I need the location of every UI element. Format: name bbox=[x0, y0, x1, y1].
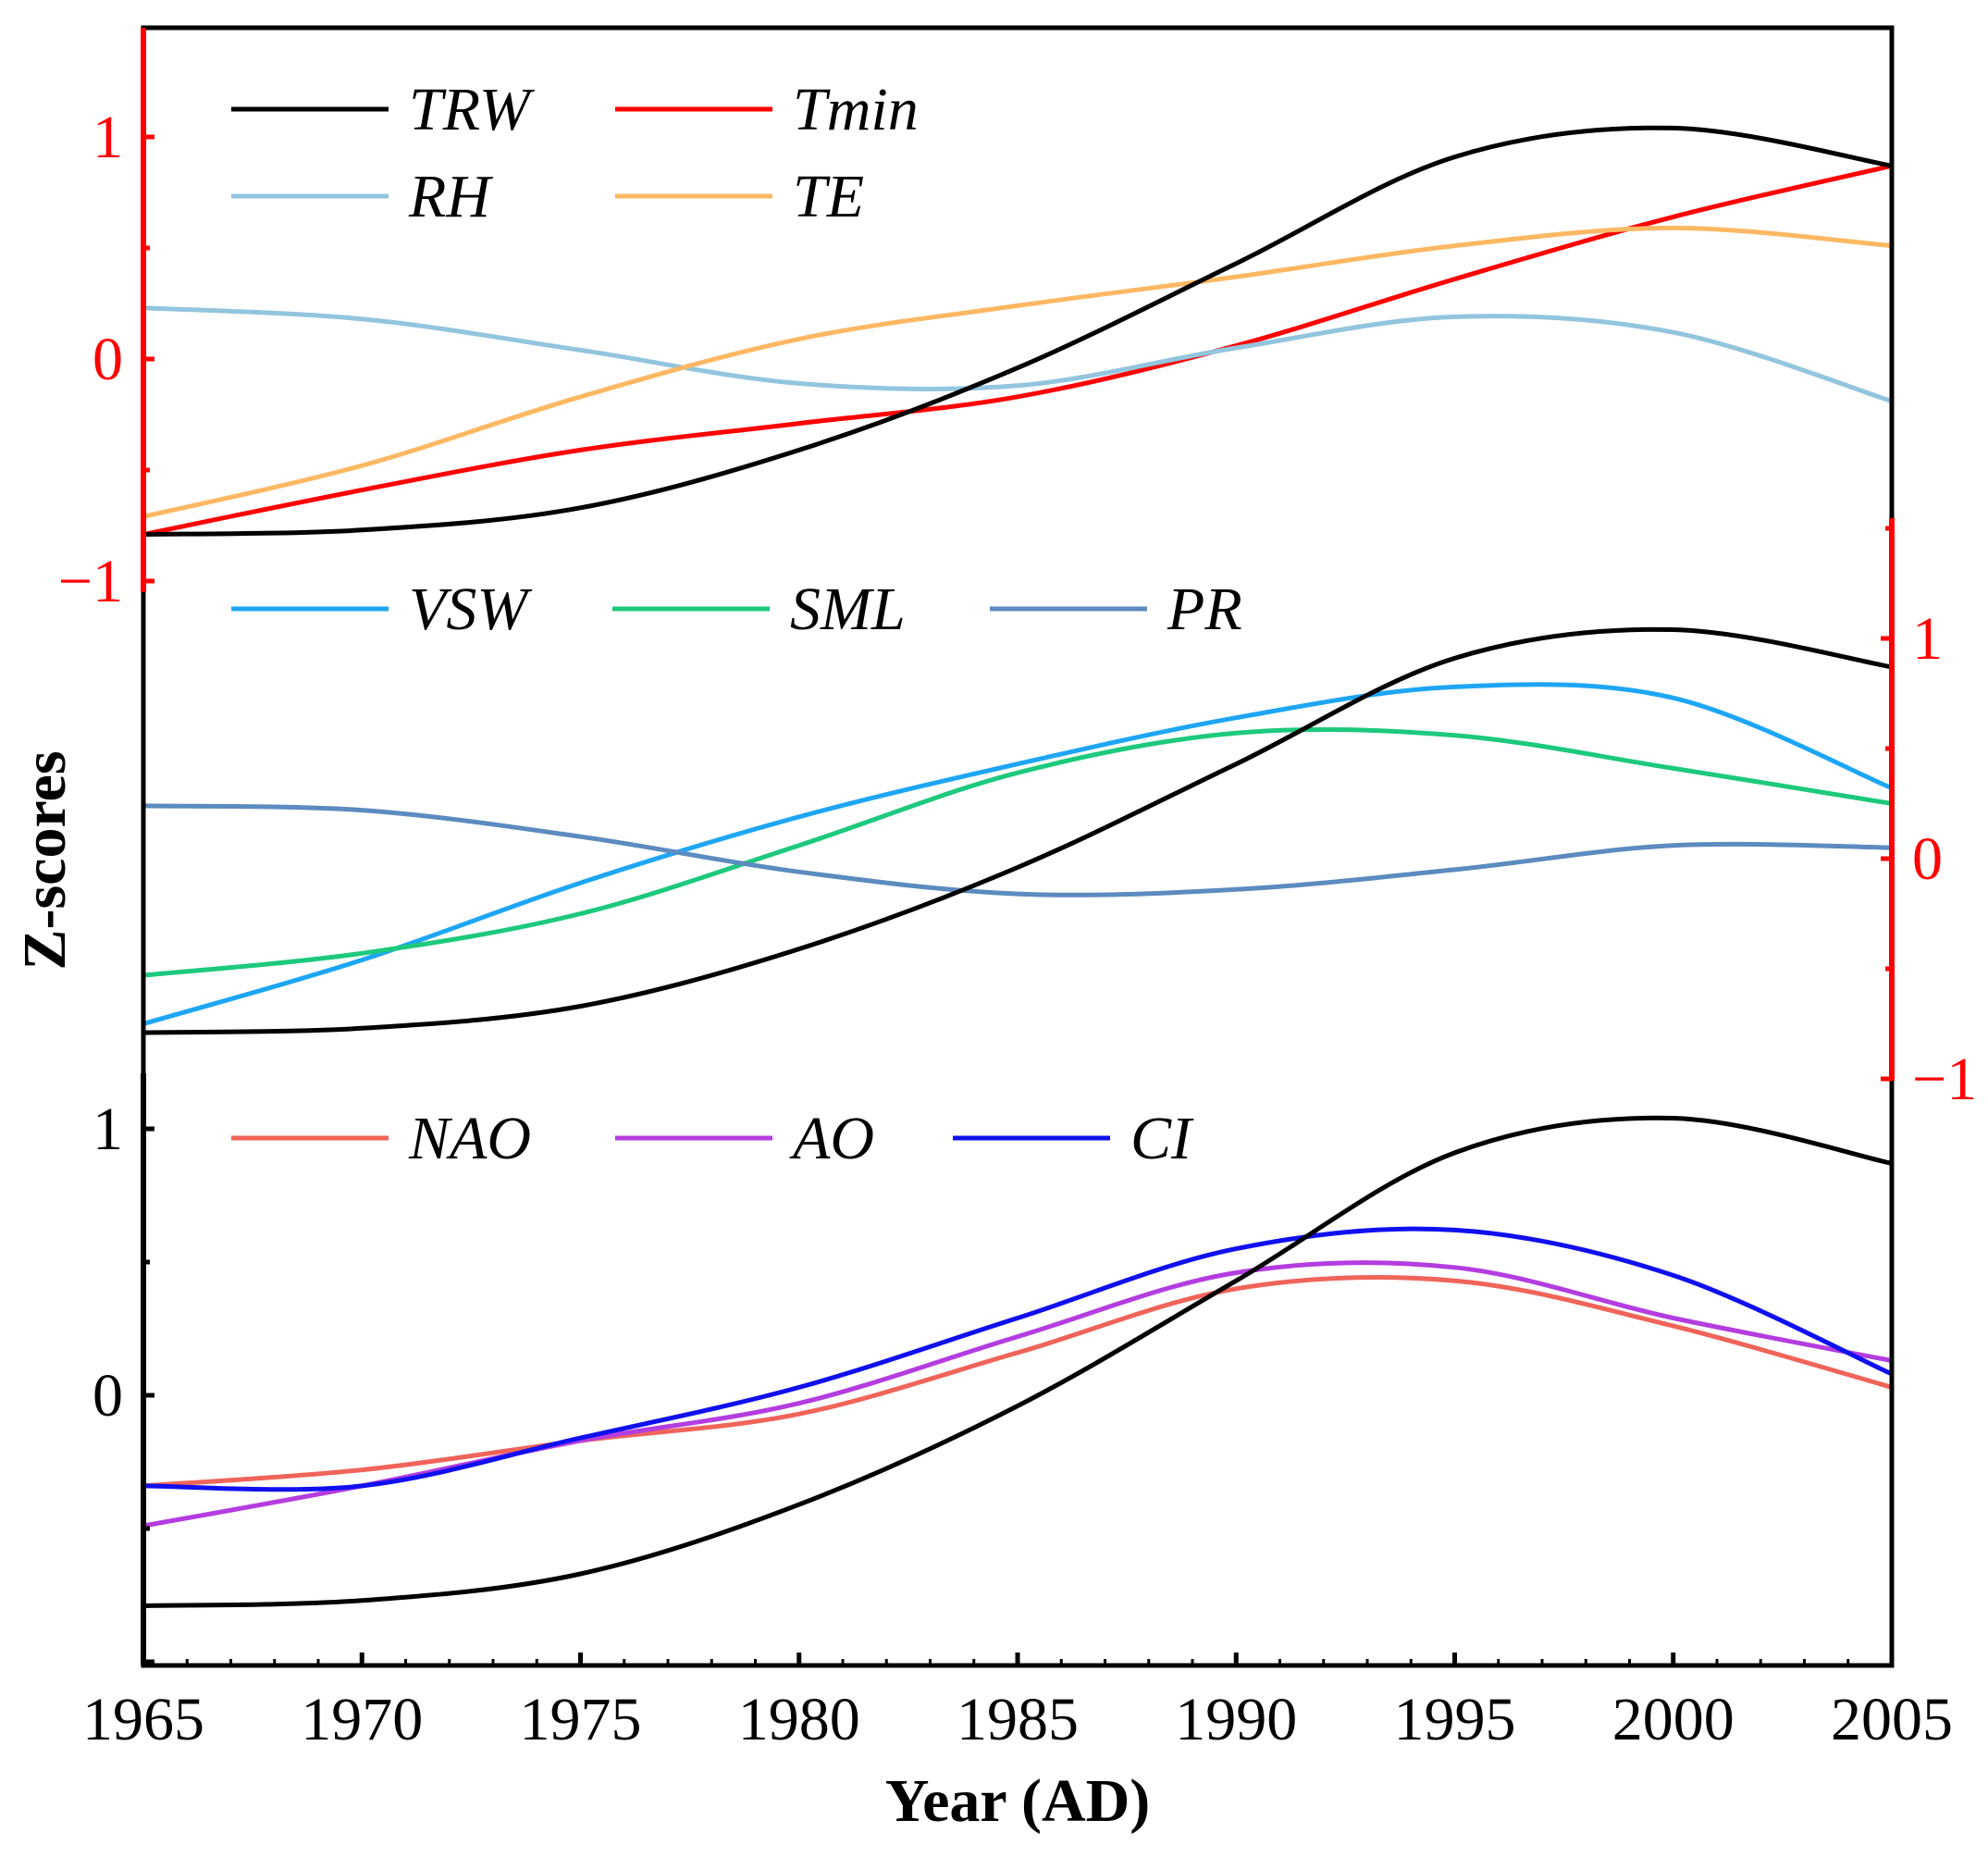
x-tick-label-1975: 1975 bbox=[520, 1686, 642, 1753]
series-line-soil-vsw bbox=[141, 682, 1895, 1026]
legend-label-sml: SML bbox=[790, 576, 906, 643]
y-tick-label-soil-2: −1 bbox=[1912, 1046, 1977, 1113]
series-line-circulation-nao bbox=[141, 1275, 1895, 1489]
x-tick-label-1990: 1990 bbox=[1175, 1686, 1297, 1753]
series-line-soil-trw bbox=[141, 626, 1895, 1035]
y-axis-title: Z-scores bbox=[11, 750, 79, 970]
y-tick-label-climate-0: 1 bbox=[93, 104, 123, 171]
series-line-soil-sml bbox=[141, 726, 1895, 978]
series-line-circulation-ci bbox=[141, 1226, 1895, 1492]
x-tick-label-1980: 1980 bbox=[738, 1686, 860, 1753]
series-line-climate-tmin bbox=[141, 163, 1895, 538]
legend-label-tmin: Tmin bbox=[793, 76, 919, 143]
legend-label-ao: AO bbox=[789, 1105, 874, 1172]
y-tick-label-soil-0: 1 bbox=[1912, 605, 1943, 673]
legend-label-rh: RH bbox=[408, 163, 493, 230]
labels-layer: Year (AD) Z-scores bbox=[11, 750, 1150, 1835]
series-layer bbox=[141, 125, 1895, 1608]
legend-label-pr: PR bbox=[1167, 576, 1242, 643]
legend-label-ci: CI bbox=[1130, 1105, 1194, 1172]
x-tick-label-1970: 1970 bbox=[301, 1686, 423, 1753]
x-tick-label-1985: 1985 bbox=[957, 1686, 1079, 1753]
y-tick-label-circulation-0: 1 bbox=[93, 1096, 123, 1163]
y-tick-label-circulation-1: 0 bbox=[93, 1362, 123, 1430]
legend-label-te: TE bbox=[793, 163, 864, 230]
series-line-climate-te bbox=[141, 225, 1895, 519]
x-tick-label-2005: 2005 bbox=[1831, 1686, 1953, 1753]
legend-label-vsw: VSW bbox=[409, 576, 532, 643]
series-line-climate-trw bbox=[141, 125, 1895, 538]
legend-label-nao: NAO bbox=[408, 1105, 531, 1172]
x-tick-label-1965: 1965 bbox=[82, 1686, 204, 1753]
y-tick-label-climate-1: 0 bbox=[93, 326, 123, 393]
axes-layer: 1 0 −1 1 0 −1 1 0 1965 1970 1975 1980 1985 1990 1995 20… bbox=[58, 28, 1977, 1753]
x-axis-title: Year (AD) bbox=[885, 1767, 1151, 1835]
legend-layer: TRW Tmin RH TE VSW SML PR NAO AO CI bbox=[231, 76, 1242, 1172]
x-tick-label-1995: 1995 bbox=[1394, 1686, 1516, 1753]
legend-label-trw: TRW bbox=[409, 76, 535, 143]
y-tick-label-soil-1: 0 bbox=[1912, 825, 1943, 893]
series-line-soil-pr bbox=[141, 803, 1895, 898]
series-line-circulation-trw bbox=[141, 1115, 1895, 1608]
y-tick-label-climate-2: −1 bbox=[58, 548, 123, 615]
x-tick-label-2000: 2000 bbox=[1612, 1686, 1735, 1753]
series-line-climate-rh bbox=[141, 305, 1895, 404]
series-line-circulation-ao bbox=[141, 1260, 1895, 1529]
